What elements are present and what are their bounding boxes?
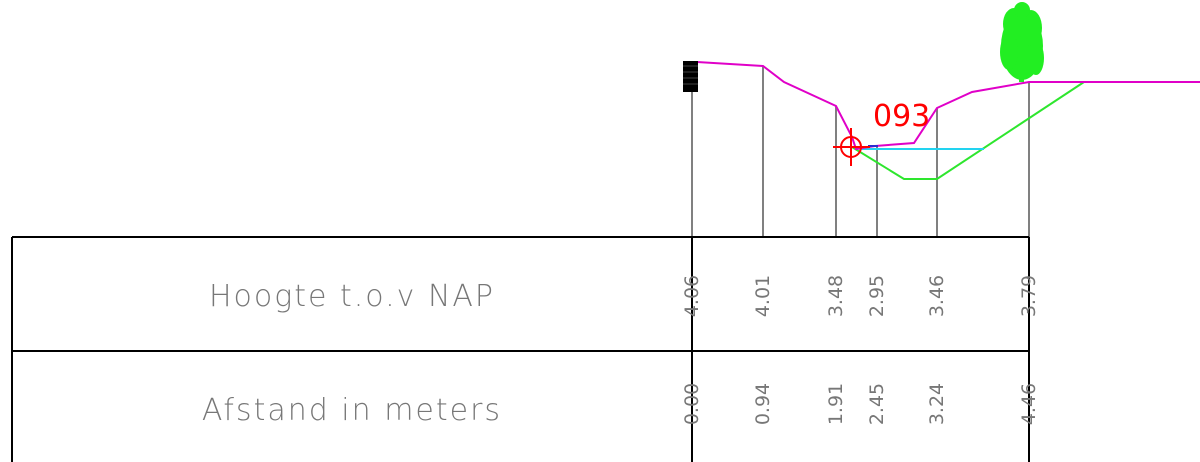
design-profile-line	[851, 81, 1085, 180]
post-icon	[683, 61, 698, 92]
height-value: 4.06	[681, 275, 703, 317]
distance-value: 4.46	[1018, 383, 1040, 425]
distance-value: 0.94	[752, 383, 774, 425]
value-labels: 4.06 0.00 4.01 0.94 3.48 1.91 2.95 2.45 3.46 3.24…	[681, 275, 1040, 425]
height-row-label: Hoogte t.o.v NAP	[209, 279, 495, 314]
terrain-profile-line	[696, 61, 1200, 151]
height-value: 3.48	[825, 275, 847, 317]
table-grid	[11, 236, 1030, 462]
tree-icon	[1000, 2, 1044, 82]
height-value: 3.46	[926, 275, 948, 317]
tick-lines	[691, 62, 1030, 237]
distance-value: 3.24	[926, 383, 948, 425]
distance-value: 1.91	[825, 383, 847, 425]
distance-value: 0.00	[681, 383, 703, 425]
height-value: 2.95	[866, 275, 888, 317]
height-value: 3.79	[1018, 275, 1040, 317]
height-value: 4.01	[752, 275, 774, 317]
marker-label: 093	[873, 99, 930, 134]
distance-row-label: Afstand in meters	[202, 393, 502, 428]
distance-value: 2.45	[866, 383, 888, 425]
survey-marker-icon	[833, 128, 870, 166]
